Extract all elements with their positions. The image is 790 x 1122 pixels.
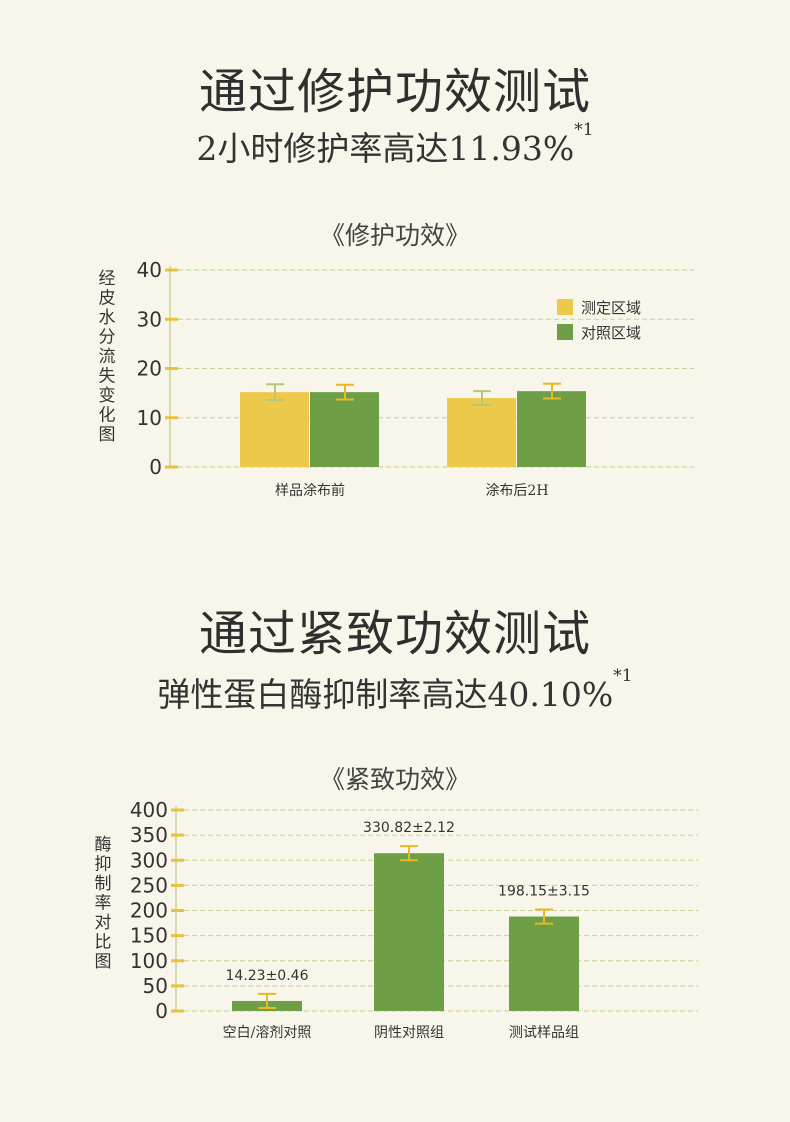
y-tick-label: 200 xyxy=(130,899,168,923)
y-tick-label: 0 xyxy=(155,999,168,1023)
y-tick-label: 300 xyxy=(130,848,168,872)
legend-swatch xyxy=(557,299,573,315)
y-axis-label: 酶抑制率对比图 xyxy=(95,835,112,972)
y-tick-label: 400 xyxy=(130,798,168,822)
x-category-label: 涂布后2H xyxy=(485,483,548,499)
y-tick-label: 50 xyxy=(143,974,168,998)
bar xyxy=(374,853,444,1011)
y-tick-label: 10 xyxy=(137,406,162,430)
section1-title: 通过修护功效测试 xyxy=(198,64,591,120)
bar-control xyxy=(310,392,379,467)
section2-title: 通过紧致功效测试 xyxy=(198,606,591,662)
legend-label: 对照区域 xyxy=(581,324,641,342)
chart2-title: 《紧致功效》 xyxy=(319,765,470,794)
section2-subtitle: 弹性蛋白酶抑制率高达40.10%*1 xyxy=(157,666,633,714)
y-tick-label: 250 xyxy=(130,873,168,897)
bar-control xyxy=(517,391,586,467)
section1-subtitle: 2小时修护率高达11.93%*1 xyxy=(196,120,594,168)
x-category-label: 测试样品组 xyxy=(509,1025,579,1041)
legend-swatch xyxy=(557,324,573,340)
y-axis-label: 经皮水分流失变化图 xyxy=(99,269,116,445)
y-tick-label: 30 xyxy=(137,307,162,331)
y-tick-label: 0 xyxy=(149,455,162,479)
data-label: 14.23±0.46 xyxy=(226,968,309,984)
x-category-label: 空白/溶剂对照 xyxy=(223,1025,312,1041)
chart1-title: 《修护功效》 xyxy=(319,221,470,250)
y-tick-label: 350 xyxy=(130,823,168,847)
x-category-label: 样品涂布前 xyxy=(275,482,345,499)
bar-measured xyxy=(447,398,516,467)
data-label: 330.82±2.12 xyxy=(363,820,455,836)
y-tick-label: 20 xyxy=(137,357,162,381)
y-tick-label: 100 xyxy=(130,949,168,973)
bar-measured xyxy=(240,392,309,467)
y-tick-label: 40 xyxy=(137,258,162,282)
y-tick-label: 150 xyxy=(130,924,168,948)
legend-label: 测定区域 xyxy=(581,299,641,317)
data-label: 198.15±3.15 xyxy=(498,883,590,899)
bar xyxy=(509,916,579,1011)
x-category-label: 阴性对照组 xyxy=(374,1025,444,1041)
